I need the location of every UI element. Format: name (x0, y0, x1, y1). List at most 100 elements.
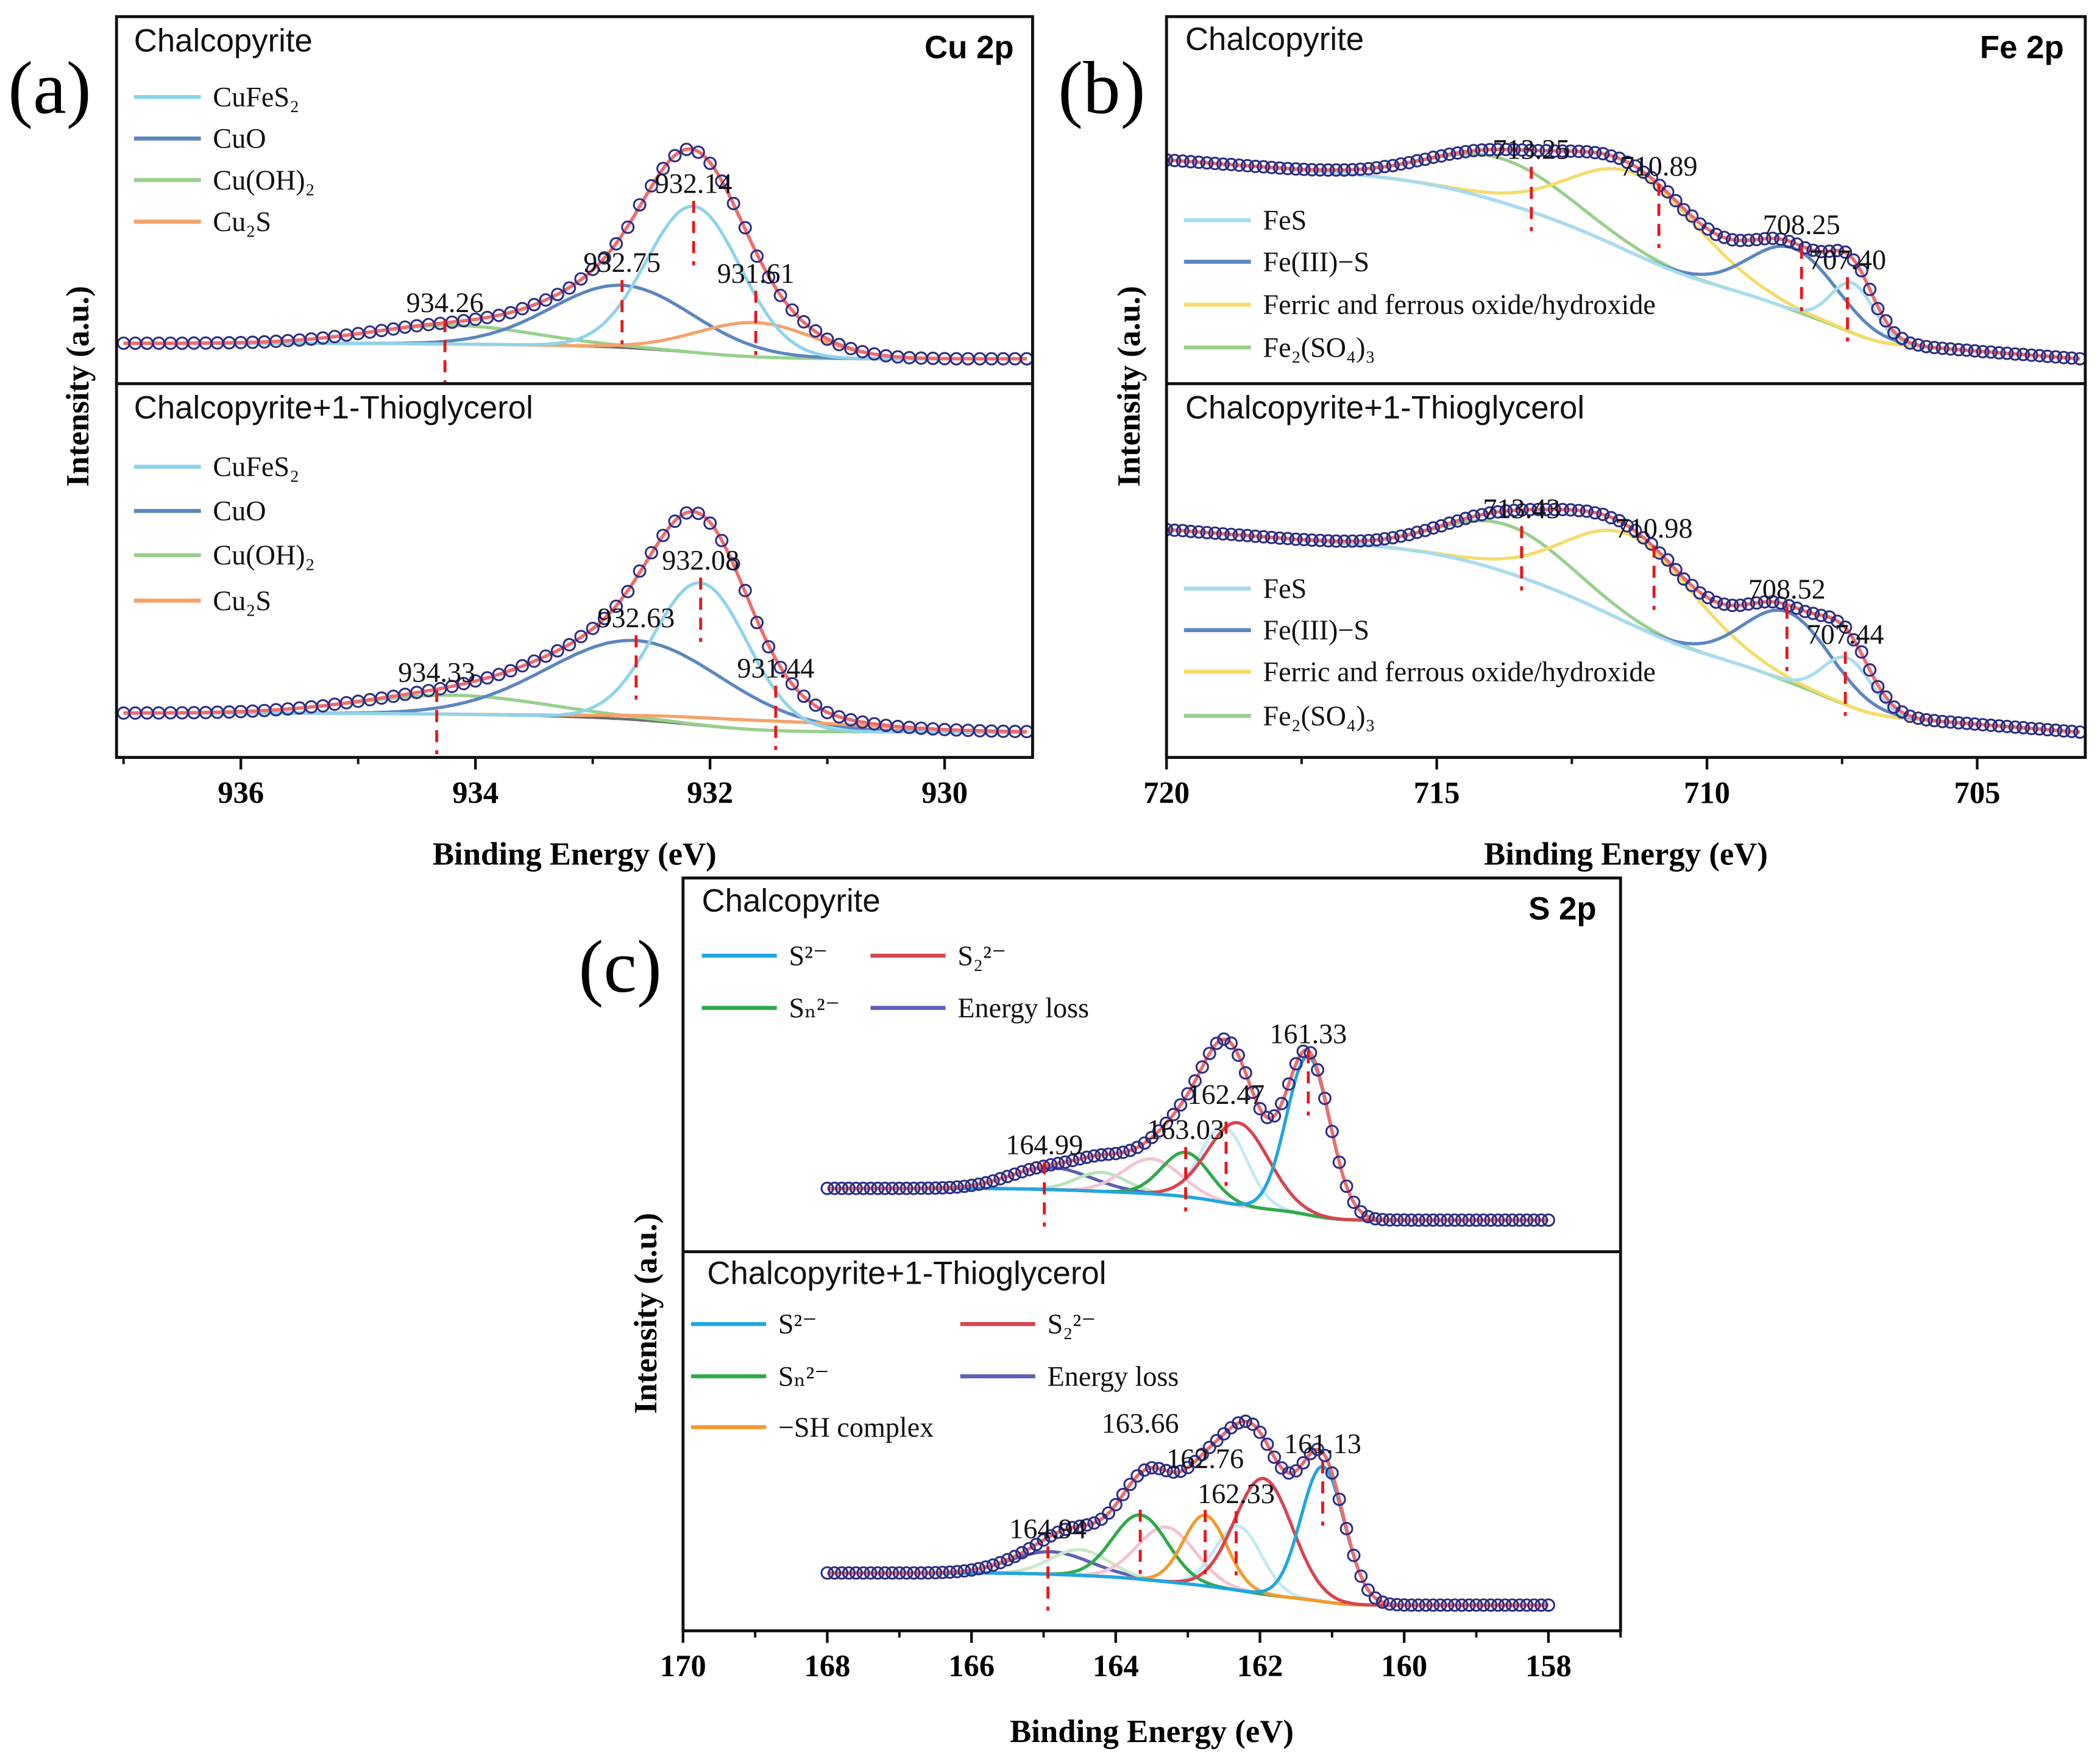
data-point (1685, 209, 1699, 223)
plot-frame (1165, 15, 2087, 759)
legend-label: CuFeS₂ (213, 451, 299, 482)
data-point (1246, 1086, 1260, 1100)
data-point (878, 1181, 892, 1195)
data-point (1265, 160, 1279, 174)
legend-label: Sₙ²⁻ (778, 1360, 829, 1392)
data-point (1879, 314, 1893, 328)
data-point (1329, 163, 1343, 177)
data-point (1588, 146, 1602, 160)
data-point (1790, 601, 1804, 615)
data-point (892, 1566, 906, 1580)
data-point (469, 674, 483, 688)
data-point (1426, 151, 1440, 165)
data-point (1903, 336, 1917, 350)
data-point (1798, 241, 1812, 255)
data-point (1080, 1150, 1094, 1164)
data-point (609, 599, 623, 613)
data-point (943, 1565, 957, 1579)
data-point (1272, 161, 1286, 175)
panel-b: (b) Intensity (a.u.) Binding Energy (eV) Fe… (1058, 15, 2087, 872)
data-point (480, 671, 494, 685)
data-point (993, 1172, 1007, 1186)
data-point (1253, 1101, 1267, 1115)
tick-label: 170 (660, 1649, 706, 1683)
data-point (820, 1566, 834, 1580)
data-point (1224, 1036, 1238, 1050)
data-point (1008, 1167, 1022, 1181)
data-point (1272, 531, 1286, 545)
data-point (1338, 534, 1352, 548)
data-point (1394, 157, 1408, 171)
panel-title: Cu 2p (924, 29, 1014, 65)
data-point (1960, 716, 1974, 730)
panel-title: S 2p (1528, 891, 1596, 927)
data-point (1208, 157, 1222, 171)
data-point (1515, 143, 1529, 157)
data-point (1798, 605, 1812, 619)
legend-item: −SH complex (691, 1412, 934, 1443)
peak-label: 163.66 (1102, 1408, 1179, 1439)
data-point (1484, 1213, 1498, 1227)
data-point (1527, 1213, 1541, 1227)
data-point (785, 677, 799, 691)
data-point (820, 332, 834, 346)
peak-label: 161.33 (1269, 1019, 1347, 1050)
subplot-title: Chalcopyrite+1-Thioglycerol (707, 1255, 1106, 1291)
data-point (1572, 144, 1586, 158)
data-point (1911, 338, 1925, 352)
data-point (1524, 143, 1538, 157)
subplot-thioglycerol (116, 506, 1033, 755)
data-point (1531, 502, 1545, 516)
subplot-title: Chalcopyrite (134, 23, 313, 59)
data-point (539, 649, 553, 663)
data-point (885, 1181, 899, 1195)
data-point (1935, 714, 1949, 728)
data-point (668, 514, 682, 528)
data-point (1200, 525, 1214, 539)
data-point (965, 1563, 979, 1577)
data-point (1080, 1518, 1094, 1532)
legend-item: FeS (1183, 205, 1307, 236)
data-point (762, 270, 776, 284)
data-point (1296, 1456, 1310, 1470)
y-axis-label: Intensity (a.u.) (1112, 286, 1147, 487)
data-point (1329, 534, 1343, 548)
data-point (1109, 1498, 1123, 1512)
data-point (1426, 1213, 1440, 1227)
data-point (1304, 1046, 1318, 1060)
legend-label: −SH complex (778, 1412, 934, 1443)
data-point (1123, 1143, 1137, 1158)
data-point (935, 1181, 949, 1195)
data-point (1475, 143, 1489, 157)
data-point (914, 1181, 928, 1195)
peak-label: 932.75 (583, 247, 661, 278)
data-point (1183, 524, 1197, 538)
data-point (1240, 528, 1254, 542)
data-point (842, 1566, 856, 1580)
data-point (503, 305, 517, 319)
data-point (957, 1179, 971, 1193)
data-point (1580, 145, 1594, 159)
data-point (1375, 1595, 1389, 1609)
peak-label: 162.33 (1197, 1478, 1275, 1509)
data-point (1240, 158, 1254, 172)
data-point (849, 1566, 863, 1580)
data-point (1725, 233, 1739, 247)
data-point (1159, 1116, 1173, 1130)
data-point (842, 1181, 856, 1195)
legend-item: Cu₂S (133, 206, 271, 237)
data-point (1368, 1591, 1382, 1605)
data-point (1059, 1155, 1073, 1169)
data-point (1281, 532, 1295, 546)
data-point (2040, 349, 2054, 363)
data-point (1411, 1213, 1425, 1227)
data-point (1202, 1047, 1216, 1061)
peak-label: 710.89 (1620, 151, 1698, 182)
data-point (644, 546, 658, 560)
data-point (1109, 1147, 1123, 1161)
data-point (2032, 722, 2046, 736)
data-point (1733, 598, 1747, 612)
data-point (656, 162, 670, 176)
data-point (1928, 341, 1942, 355)
data-point (1289, 532, 1303, 546)
